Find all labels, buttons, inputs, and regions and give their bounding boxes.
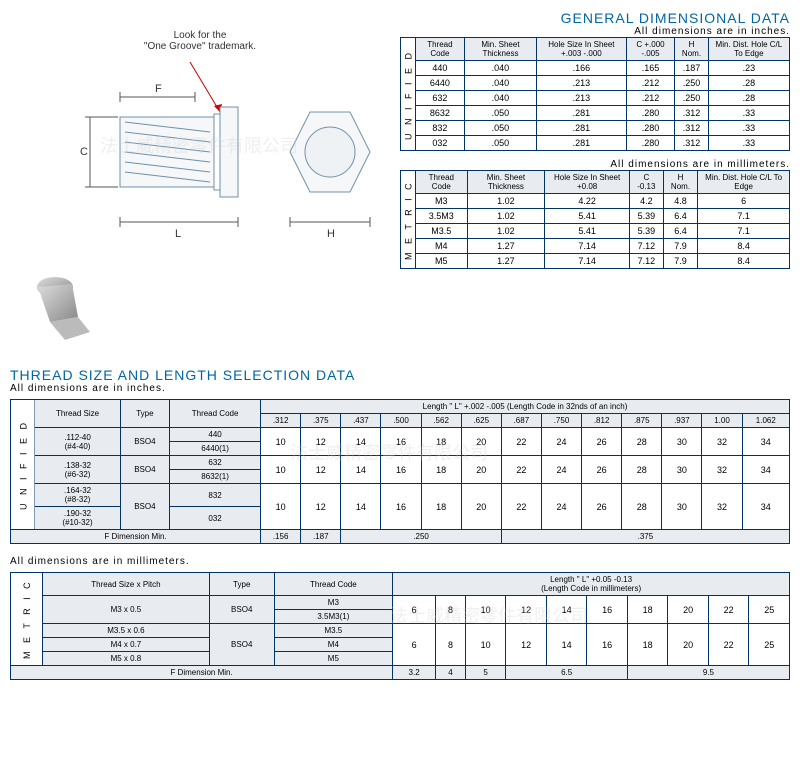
trademark-text-1: Look for the	[174, 30, 227, 41]
unified-side: U N I F I E D	[401, 38, 416, 151]
label-h: H	[327, 228, 335, 240]
thread-sub-mm: All dimensions are in millimeters.	[10, 556, 190, 567]
diagram-area: Look for the "One Groove" trademark.	[10, 10, 390, 352]
len-metric-table: M E T R I C Thread Size x Pitch Type Thr…	[10, 572, 790, 680]
general-title: GENERAL DIMENSIONAL DATA	[561, 10, 790, 26]
label-f: F	[155, 83, 162, 95]
metric-side: M E T R I C	[401, 171, 416, 269]
trademark-text-2: "One Groove" trademark.	[144, 41, 256, 52]
label-c: C	[80, 146, 88, 158]
len-unified-table: U N I F I E D Thread Size Type Thread Co…	[10, 399, 790, 544]
label-l: L	[175, 228, 181, 240]
general-sub-in: All dimensions are in inches.	[634, 26, 790, 37]
dim-unified-table: U N I F I E D Thread Code Min. Sheet Thi…	[400, 37, 790, 151]
dim-metric-table: M E T R I C Thread Code Min. Sheet Thick…	[400, 170, 790, 269]
render-3d	[20, 262, 110, 352]
thread-sub-in: All dimensions are in inches.	[10, 383, 166, 394]
thread-title: THREAD SIZE AND LENGTH SELECTION DATA	[10, 367, 355, 383]
general-sub-mm: All dimensions are in millimeters.	[610, 159, 790, 170]
tech-drawing: F C L H	[10, 62, 390, 262]
